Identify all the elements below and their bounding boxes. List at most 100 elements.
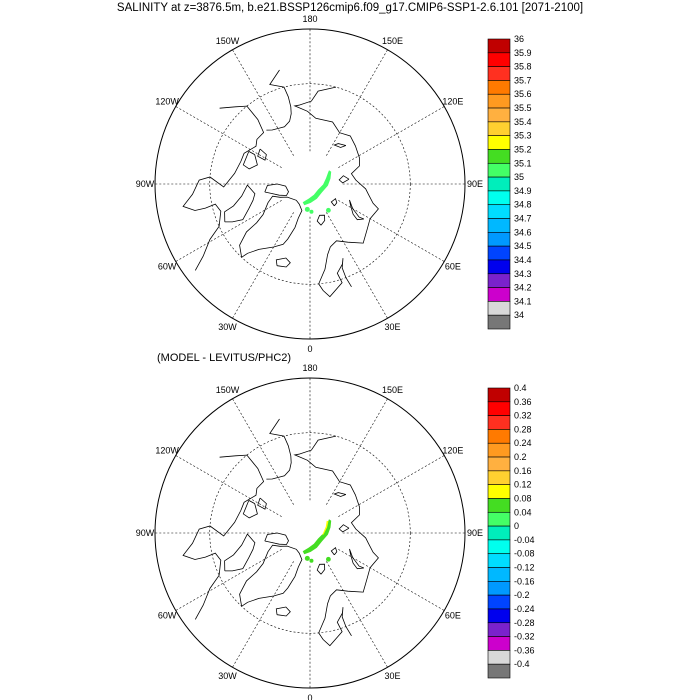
longitude-label: 150W [216,36,240,46]
colorbar-swatch [487,622,511,637]
colorbar-tick-label: 35.2 [514,144,532,154]
longitude-label: 60W [158,611,177,621]
colorbar-swatch [487,442,511,458]
colorbar-tick-label: 35 [514,172,524,182]
colorbar-tick-label: 0.32 [514,411,532,421]
colorbar-tick-label: 0.28 [514,424,532,434]
data-field-ridge [302,170,332,206]
meridian-line [175,106,282,168]
colorbar-swatch [487,553,511,568]
longitude-label: 180 [302,14,317,24]
colorbar-swatch [487,401,511,416]
colorbar-tick-label: 34.6 [514,227,532,237]
colorbar-tick-label: 0.24 [514,438,532,448]
colorbar-tick-label: 0.08 [514,493,532,503]
coastline [182,105,265,271]
colorbar-tick-label: 34.2 [514,283,532,293]
colorbar-swatch [487,594,511,610]
coastline [293,86,379,248]
coastline [293,435,379,597]
colorbar-swatch [487,80,511,95]
coastline [275,606,291,617]
colorbar-swatch [487,204,511,219]
colorbar-swatch [487,273,511,288]
coastline [257,497,267,510]
colorbar-tick-label: -0.32 [514,632,535,642]
meridian-line [338,200,445,262]
coastline [224,533,256,572]
meridian-line [232,49,294,156]
colorbar-tick-label: 34.1 [514,296,532,306]
coastline [330,198,338,207]
data-field-spot [304,555,310,561]
coastline [239,544,303,607]
longitude-label: 120W [155,97,179,107]
meridian-line [338,106,445,168]
colorbar-swatch [487,314,511,330]
colorbar-swatch [487,484,511,499]
colorbar-tick-label: 35.8 [514,62,532,72]
colorbar-swatch [487,650,511,665]
coastline [242,500,258,519]
data-field-spot [304,206,310,212]
meridian-line [326,398,388,505]
data-field-spot [309,558,314,563]
coastline [257,148,267,161]
colorbar-swatch [487,38,511,54]
longitude-label: 150W [216,385,240,395]
meridian-line [326,561,388,668]
colorbar-tick-label: 34.5 [514,241,532,251]
colorbar-2: 0.4 0.36 0.32 0.28 0.24 0.2 0.16 0.12 0.08 0.04 0 -… [487,383,535,679]
map-interior [155,29,465,339]
colorbar-swatch [487,608,511,624]
colorbar-swatch [487,581,511,596]
coastline [275,257,291,268]
colorbar-swatch [487,52,511,67]
colorbar-swatch [487,107,511,123]
colorbar-swatch [487,663,511,679]
data-field-ridge-high [322,520,329,536]
colorbar-swatch [487,539,511,555]
colorbar-tick-label: 35.6 [514,89,532,99]
coastline [333,143,347,148]
colorbar-swatch [487,567,511,582]
coastline [264,183,289,196]
colorbar-tick-label: 0.12 [514,480,532,490]
coastline [338,175,350,184]
coastline [316,214,326,226]
longitude-label: 60E [445,611,461,621]
colorbar-tick-label: 0.2 [514,452,527,462]
longitude-label: 150E [382,36,403,46]
panel-subtitle: (MODEL - LEVITUS/PHC2) [157,352,292,364]
colorbar-tick-label: 35.9 [514,48,532,58]
colorbar-tick-label: 34.3 [514,269,532,279]
colorbar-swatch [487,498,511,513]
colorbar-tick-label: -0.08 [514,549,535,559]
colorbar-swatch [487,66,511,81]
meridian-line [175,200,282,262]
colorbar-tick-label: -0.24 [514,604,535,614]
data-field-spot [309,209,314,214]
coastline [242,151,258,170]
latitude-circle-60n [209,432,411,634]
map-interior [155,378,465,688]
coastline [333,492,347,497]
map-outline [154,377,466,689]
colorbar-tick-label: 34 [514,310,524,320]
meridian-line [232,561,294,668]
colorbar-tick-label: 34.9 [514,186,532,196]
colorbar-swatch [487,287,511,302]
colorbar-tick-label: 35.5 [514,103,532,113]
meridian-line [326,212,388,319]
map-panel-2: 180 150E 120E 90E 60E 30E 0 30W 60W 90W 120W 150W 0.… [136,363,535,700]
data-field-spot [326,556,331,562]
longitude-label: 90W [136,179,155,189]
colorbar-tick-label: -0.04 [514,535,535,545]
colorbar-swatch [487,456,511,472]
colorbar-swatch [487,387,511,403]
colorbar-swatch [487,636,511,651]
colorbar-swatch [487,121,511,136]
colorbar-tick-label: 34.8 [514,200,532,210]
coastline [349,199,365,221]
